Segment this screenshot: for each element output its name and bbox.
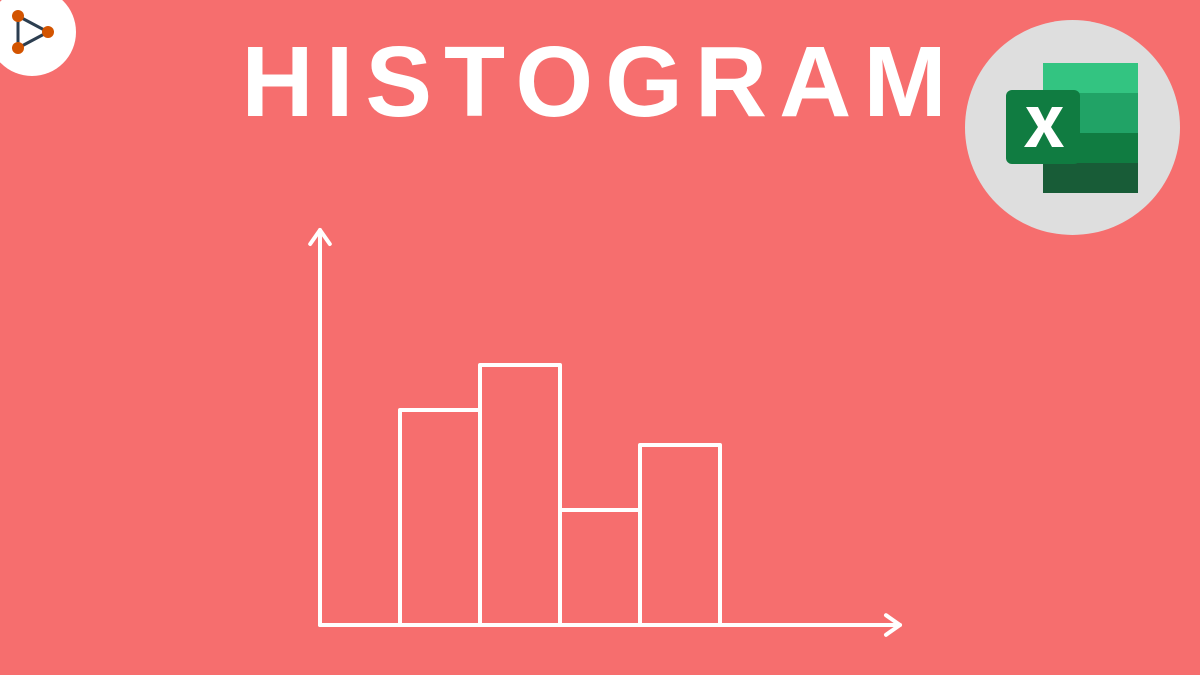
histogram-bar: [400, 410, 480, 625]
histogram-chart: [280, 225, 930, 645]
excel-icon: [998, 55, 1148, 200]
infographic-canvas: HISTOGRAM: [0, 0, 1200, 675]
histogram-svg: [280, 225, 930, 645]
excel-icon-badge: [965, 20, 1180, 235]
histogram-bar: [480, 365, 560, 625]
histogram-bar: [640, 445, 720, 625]
histogram-bar: [560, 510, 640, 625]
